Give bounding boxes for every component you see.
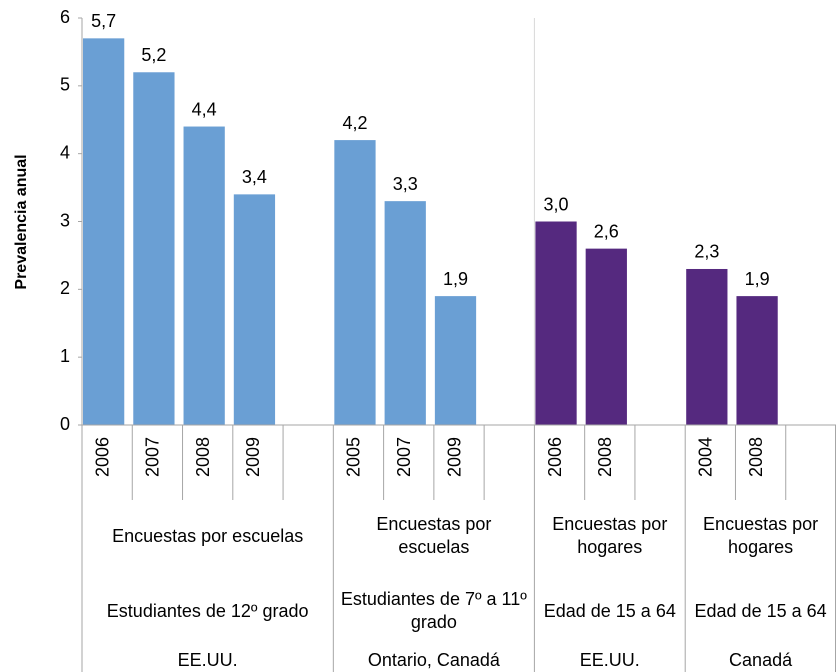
x-tick-label: 2005 (344, 437, 364, 477)
bar (736, 296, 778, 425)
data-label: 3,3 (393, 174, 418, 194)
bar (686, 268, 728, 425)
data-label: 5,7 (91, 11, 116, 31)
y-tick-label: 5 (60, 75, 70, 95)
survey-label: Encuestas por hogares (703, 514, 819, 557)
population-label: Edad de 15 a 64 (694, 600, 827, 621)
survey-label: Encuestas por hogares (552, 514, 668, 557)
survey-label: Encuestas por escuelas (376, 514, 492, 557)
bar (434, 296, 477, 425)
bar (83, 38, 125, 425)
y-tick-label: 3 (60, 210, 70, 230)
data-label: 3,0 (544, 194, 569, 214)
country-label: Canadá (729, 649, 793, 670)
x-tick-label: 2008 (746, 437, 766, 477)
data-label: 2,6 (594, 221, 619, 241)
bar (133, 72, 175, 426)
x-tick-label: 2009 (243, 437, 263, 477)
x-tick-label: 2007 (394, 437, 414, 477)
y-axis-label: Prevalencia anual (13, 154, 30, 289)
country-label: Ontario, Canadá (367, 649, 500, 670)
data-label: 1,9 (745, 269, 770, 289)
y-tick-label: 0 (60, 414, 70, 434)
y-tick-label: 4 (60, 142, 70, 162)
data-label: 5,2 (141, 45, 166, 65)
y-tick-label: 1 (60, 346, 70, 366)
data-label: 2,3 (694, 242, 719, 262)
population-label: Estudiantes de 12º grado (106, 600, 309, 621)
x-tick-label: 2004 (696, 437, 716, 477)
x-tick-label: 2008 (595, 437, 615, 477)
x-tick-label: 2006 (92, 437, 112, 477)
x-tick-label: 2009 (444, 437, 464, 477)
y-tick-label: 2 (60, 278, 70, 298)
bar (233, 194, 276, 425)
data-label: 4,4 (192, 99, 217, 119)
x-tick-label: 2006 (545, 437, 565, 477)
bar (384, 201, 426, 425)
country-label: EE.UU. (579, 649, 640, 670)
population-label: Estudiantes de 7º a 11º grado (340, 589, 527, 632)
bar (535, 221, 577, 425)
bar (183, 126, 225, 426)
x-tick-label: 2008 (193, 437, 213, 477)
x-tick-label: 2007 (143, 437, 163, 477)
survey-label: Encuestas por escuelas (112, 525, 304, 546)
bar (585, 248, 627, 425)
y-tick-label: 6 (60, 7, 70, 27)
data-label: 3,4 (242, 167, 267, 187)
data-label: 4,2 (342, 113, 367, 133)
data-label: 1,9 (443, 269, 468, 289)
country-label: EE.UU. (177, 649, 238, 670)
bar (334, 140, 376, 425)
population-label: Edad de 15 a 64 (543, 600, 676, 621)
